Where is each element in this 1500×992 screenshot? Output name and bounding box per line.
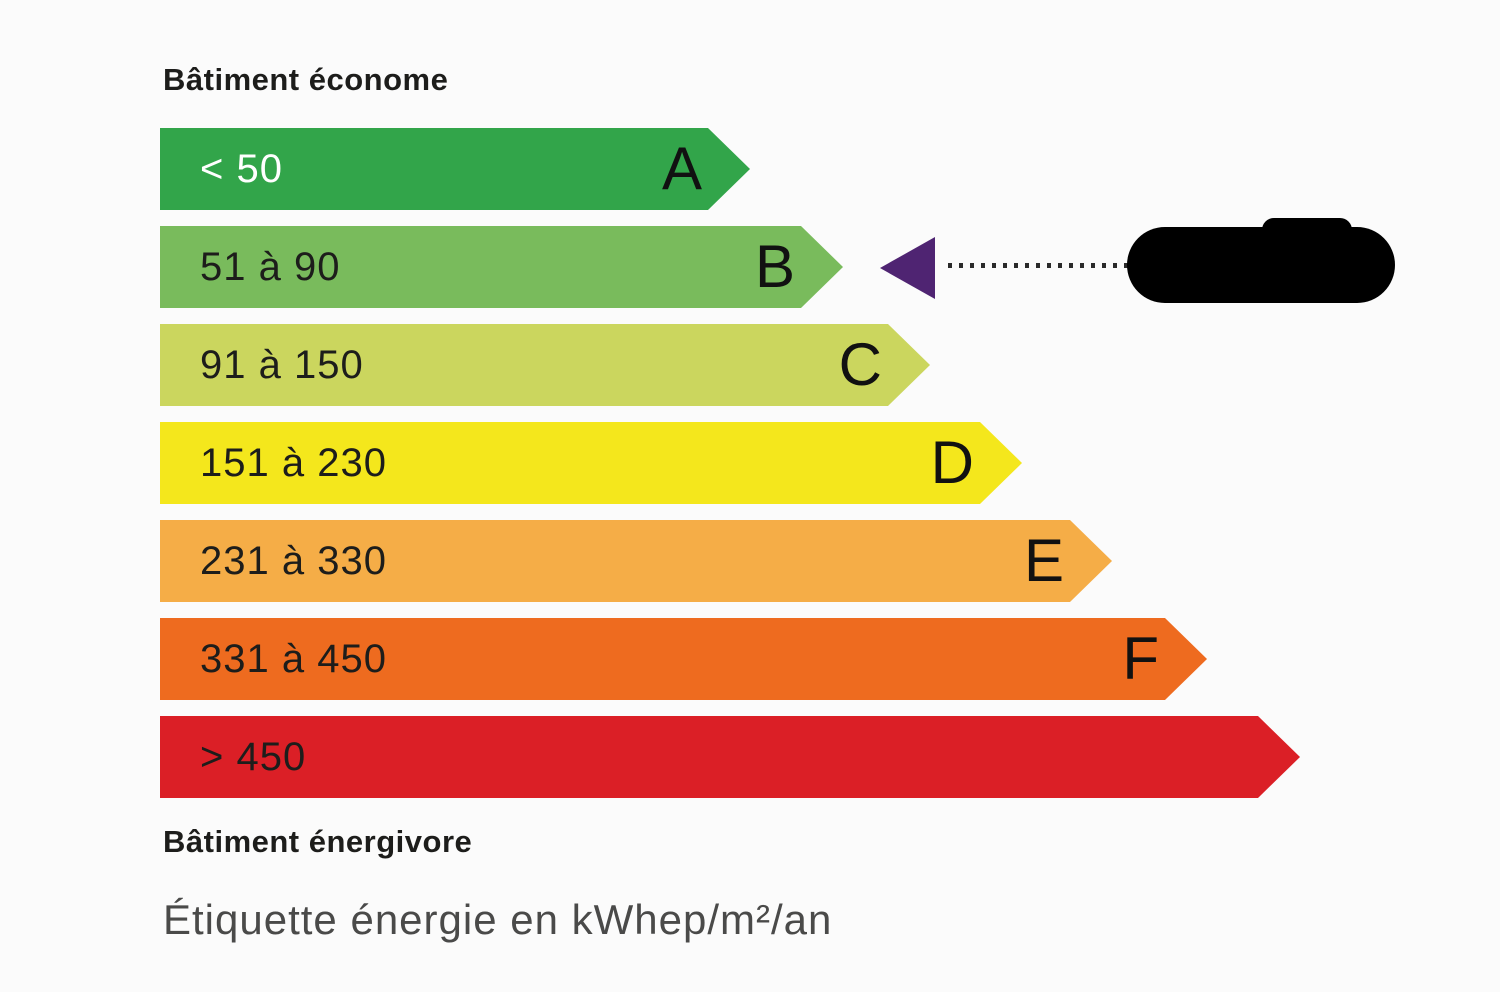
range-label-g: > 450 <box>200 734 307 779</box>
class-letter-d: D <box>930 429 974 496</box>
range-label-e: 231 à 330 <box>200 538 387 583</box>
range-label-f: 331 à 450 <box>200 636 387 681</box>
range-label-a: < 50 <box>200 146 283 191</box>
range-label-d: 151 à 230 <box>200 440 387 485</box>
energy-bar-a: < 50 A <box>160 128 750 210</box>
range-label-c: 91 à 150 <box>200 342 364 387</box>
energy-bar-b: 51 à 90 B <box>160 226 843 308</box>
class-letter-c: C <box>838 331 882 398</box>
selection-arrow-icon <box>880 237 935 299</box>
class-letter-a: A <box>661 135 702 202</box>
energy-class-scale: < 50 A 51 à 90 B 91 à 150 C 151 à 230 D … <box>160 128 1300 814</box>
energy-bar-e: 231 à 330 E <box>160 520 1112 602</box>
class-letter-e: E <box>1023 527 1064 594</box>
class-letter-f: F <box>1122 625 1159 692</box>
energy-bar-d: 151 à 230 D <box>160 422 1022 504</box>
label-energy-intensive-building: Bâtiment énergivore <box>163 824 473 859</box>
energy-bar-f: 331 à 450 F <box>160 618 1207 700</box>
energy-bar-g: > 450 <box>160 716 1300 798</box>
class-letter-b: B <box>754 233 795 300</box>
label-economical-building: Bâtiment économe <box>163 62 449 97</box>
energy-label-caption: Étiquette énergie en kWhep/m²/an <box>163 896 833 943</box>
energy-bar-c: 91 à 150 C <box>160 324 930 406</box>
dotted-connector-line <box>948 263 1128 268</box>
redacted-value-blob <box>1127 218 1395 303</box>
range-label-b: 51 à 90 <box>200 244 341 289</box>
